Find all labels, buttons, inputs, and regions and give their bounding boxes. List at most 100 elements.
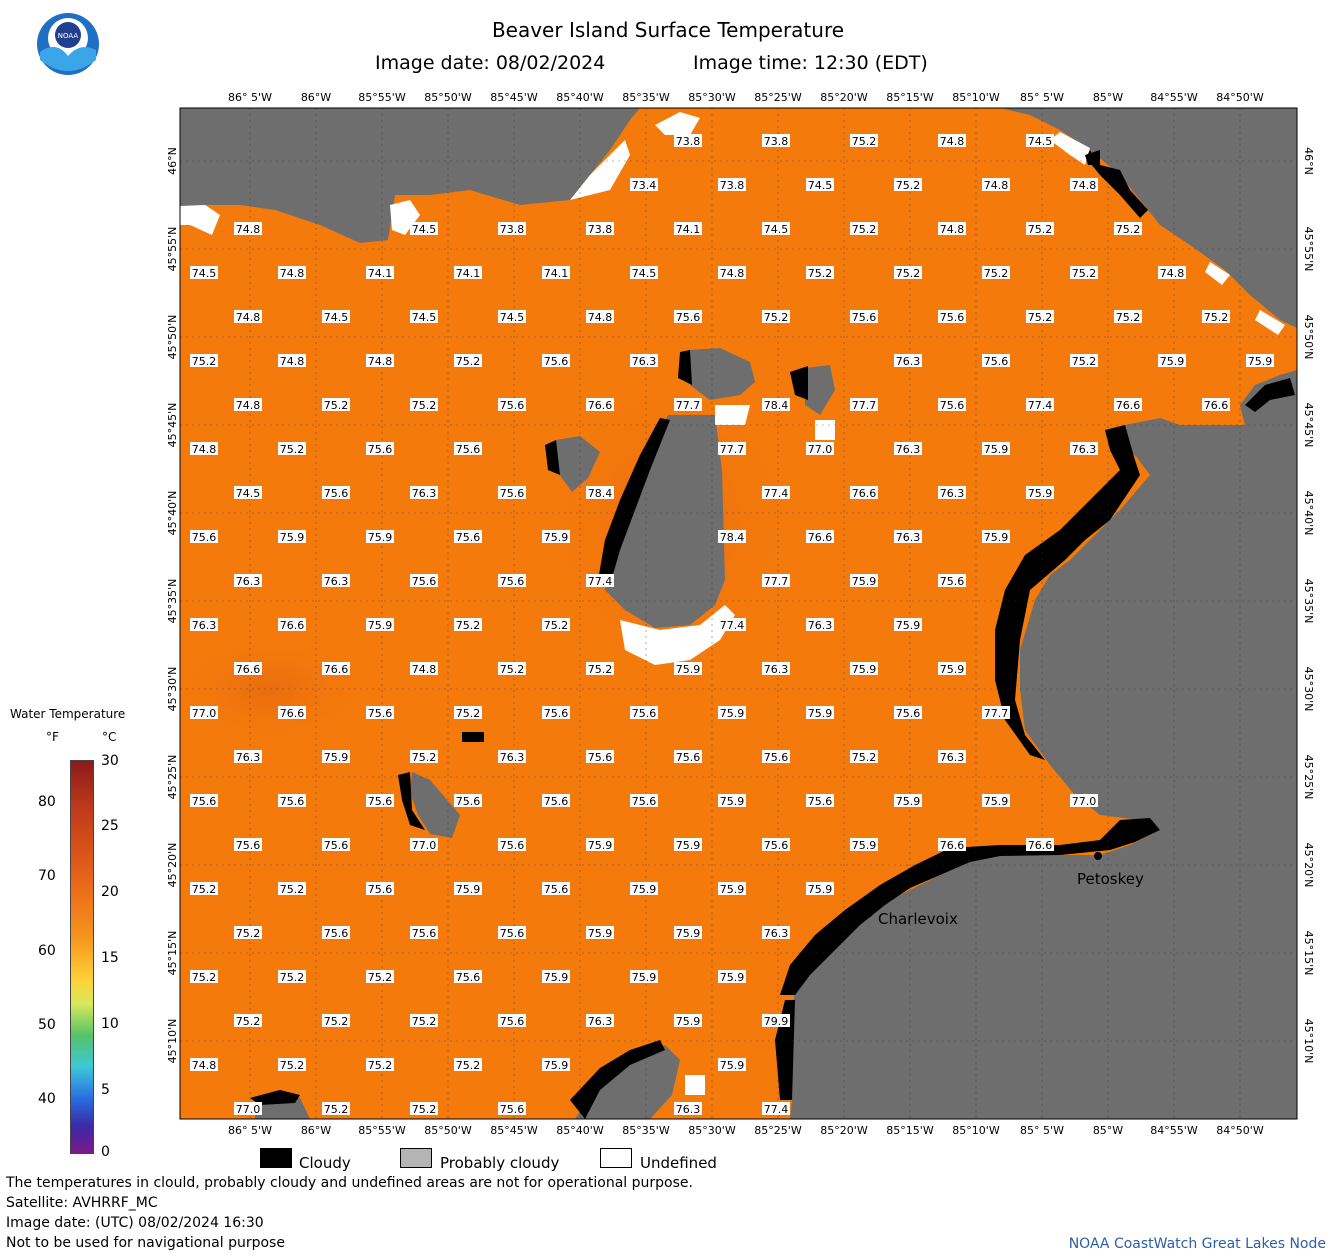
lon-tick-label: 85°35'W [622, 1124, 670, 1137]
temperature-value: 77.0 [236, 1103, 261, 1116]
temperature-value: 75.9 [720, 707, 745, 720]
temperature-label: 74.8 [278, 266, 306, 280]
upper-peninsula-east [1000, 108, 1297, 328]
temperature-label: 74.5 [410, 310, 438, 324]
temperature-value: 75.2 [456, 1059, 481, 1072]
temperature-value: 75.6 [764, 751, 789, 764]
temperature-label: 74.1 [366, 266, 394, 280]
temperature-value: 75.9 [588, 927, 613, 940]
temperature-label: 76.6 [234, 662, 262, 676]
temperature-value: 74.8 [236, 399, 261, 412]
temperature-value: 75.2 [456, 619, 481, 632]
lon-tick-label: 85°50'W [424, 1124, 472, 1137]
temperature-label: 75.2 [278, 970, 306, 984]
temperature-label: 75.6 [498, 574, 526, 588]
temperature-value: 75.9 [676, 1015, 701, 1028]
temperature-value: 75.2 [324, 1015, 349, 1028]
temperature-value: 75.6 [632, 707, 657, 720]
temperature-label: 76.3 [322, 574, 350, 588]
temperature-value: 75.9 [852, 575, 877, 588]
temperature-value: 75.9 [808, 707, 833, 720]
temperature-label: 76.6 [322, 662, 350, 676]
temperature-label: 74.8 [234, 222, 262, 236]
temperature-value: 79.9 [764, 1015, 789, 1028]
temperature-label: 75.9 [938, 662, 966, 676]
temperature-label: 76.3 [1070, 442, 1098, 456]
lat-tick-label: 45°35'N [166, 579, 179, 624]
temperature-label: 75.9 [366, 530, 394, 544]
temperature-value: 76.6 [1028, 839, 1053, 852]
temperature-value: 75.2 [984, 267, 1009, 280]
lon-tick-label: 84°55'W [1150, 1124, 1198, 1137]
temperature-label: 76.6 [1202, 398, 1230, 412]
city-petoskey: Petoskey [1077, 870, 1144, 888]
lon-tick-label: 85°30'W [688, 1124, 736, 1137]
lon-tick-label: 85°20'W [820, 1124, 868, 1137]
temperature-label: 76.3 [806, 618, 834, 632]
temperature-label: 74.8 [410, 662, 438, 676]
temperature-label: 74.8 [190, 442, 218, 456]
temperature-label: 77.4 [762, 486, 790, 500]
temperature-value: 75.9 [588, 839, 613, 852]
temperature-label: 75.2 [190, 354, 218, 368]
temperature-label: 76.6 [586, 398, 614, 412]
temperature-value: 76.3 [500, 751, 525, 764]
temperature-value: 77.7 [852, 399, 877, 412]
lon-tick-label: 85°40'W [556, 1124, 604, 1137]
temperature-label: 75.6 [542, 882, 570, 896]
temperature-label: 75.9 [850, 662, 878, 676]
temperature-value: 75.6 [412, 927, 437, 940]
temperature-label: 75.2 [278, 882, 306, 896]
temperature-value: 77.4 [720, 619, 745, 632]
lon-tick-label: 84°55'W [1150, 91, 1198, 104]
temperature-value: 75.6 [324, 839, 349, 852]
temperature-label: 75.2 [1114, 222, 1142, 236]
temperature-value: 75.2 [280, 883, 305, 896]
probably-cloudy-swatch [400, 1148, 432, 1168]
temperature-value: 76.3 [808, 619, 833, 632]
temperature-label: 75.2 [762, 310, 790, 324]
temperature-value: 75.2 [1072, 267, 1097, 280]
temperature-value: 75.2 [1028, 223, 1053, 236]
north-fox-island [410, 772, 460, 838]
temperature-label: 75.6 [410, 574, 438, 588]
temperature-value: 75.2 [544, 619, 569, 632]
temperature-label: 75.9 [454, 882, 482, 896]
image-date: Image date: 08/02/2024 [375, 52, 606, 74]
temperature-value: 77.7 [764, 575, 789, 588]
temperature-value: 75.6 [500, 927, 525, 940]
temperature-label: 76.3 [674, 1102, 702, 1116]
temperature-label: 75.2 [454, 1058, 482, 1072]
lat-tick-label: 45°35'N [1302, 579, 1315, 624]
temperature-value: 76.3 [676, 1103, 701, 1116]
temperature-label: 75.6 [498, 1014, 526, 1028]
hog-island [805, 365, 835, 415]
temperature-value: 77.7 [720, 443, 745, 456]
temperature-label: 74.8 [718, 266, 746, 280]
temperature-label: 76.6 [806, 530, 834, 544]
temperature-label: 75.2 [894, 266, 922, 280]
temperature-value: 75.9 [720, 795, 745, 808]
temperature-value: 75.2 [764, 311, 789, 324]
temperature-value: 76.3 [632, 355, 657, 368]
lat-tick-label: 45°20'N [1302, 843, 1315, 888]
temperature-label: 76.6 [278, 706, 306, 720]
temperature-value: 77.4 [764, 487, 789, 500]
temperature-label: 75.2 [1070, 266, 1098, 280]
temperature-label: 75.6 [322, 926, 350, 940]
lon-tick-label: 86° 5'W [228, 1124, 272, 1137]
temperature-label: 75.6 [498, 838, 526, 852]
temperature-label: 77.7 [674, 398, 702, 412]
lat-tick-label: 45°25'N [1302, 755, 1315, 800]
temperature-label: 76.3 [410, 486, 438, 500]
lon-tick-label: 85°40'W [556, 91, 604, 104]
temperature-value: 75.2 [588, 663, 613, 676]
temperature-label: 77.7 [850, 398, 878, 412]
satellite-text: Satellite: AVHRRF_MC [6, 1195, 158, 1211]
temperature-value: 74.5 [500, 311, 525, 324]
temperature-value: 75.9 [456, 883, 481, 896]
temperature-label: 73.8 [586, 222, 614, 236]
temperature-label: 75.6 [674, 750, 702, 764]
temperature-value: 75.9 [368, 531, 393, 544]
temperature-value: 75.6 [368, 883, 393, 896]
